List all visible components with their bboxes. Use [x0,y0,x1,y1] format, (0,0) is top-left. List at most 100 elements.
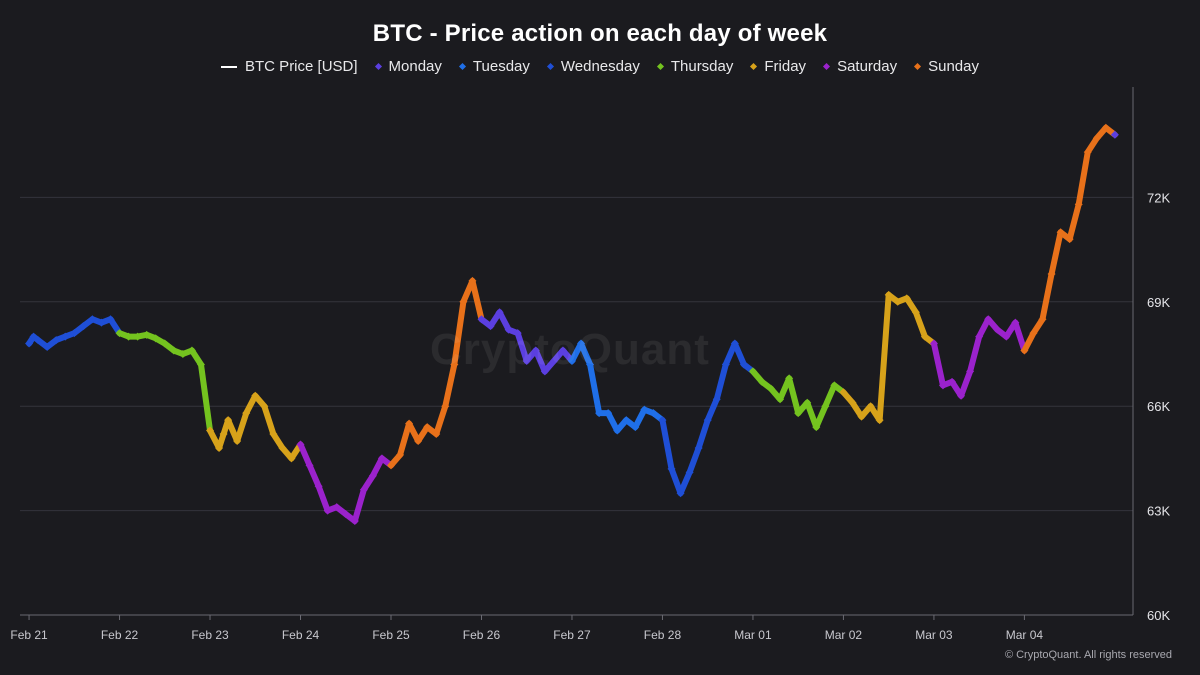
price-point [758,377,766,386]
price-point [178,350,187,358]
price-point [803,398,812,407]
price-segment [1075,149,1091,208]
y-tick-label: 69K [1147,295,1170,310]
price-point [97,318,106,327]
legend-label: Tuesday [472,58,530,75]
price-point [957,391,966,400]
price-point [25,339,34,348]
legend-item-saturday[interactable]: Saturday [823,58,898,75]
price-segment [632,406,648,431]
legend-item-sunday[interactable]: Sunday [914,58,979,75]
price-point [278,443,287,452]
price-segment [197,361,214,434]
price-point [396,450,405,459]
price-segment [731,340,747,368]
price-point [785,374,794,383]
price-point [993,325,1002,334]
price-point [1074,200,1083,209]
price-segment [958,368,974,399]
y-tick-label: 63K [1147,504,1170,519]
price-point [432,430,441,439]
price-point [332,503,341,512]
price-segment [234,410,250,444]
price-point [902,294,911,303]
price-point [377,454,386,463]
copyright-text: © CryptoQuant. All rights reserved [1004,649,1172,661]
price-point [350,517,359,526]
price-segment [1048,229,1064,277]
price-point [405,419,414,428]
legend-item-wednesday[interactable]: Wednesday [546,58,640,75]
legend-label: Saturday [837,58,898,75]
price-point [893,297,902,306]
price-point [169,346,178,355]
price-point [721,360,730,369]
price-point [1092,134,1101,143]
legend-item-monday[interactable]: Monday [374,58,442,75]
price-segment [786,375,802,417]
price-segment [713,361,729,403]
price-point [486,322,495,331]
x-tick-label: Feb 23 [191,628,229,642]
price-point [640,405,649,414]
price-segment [496,309,512,333]
price-point [821,402,830,411]
price-point [287,454,296,463]
price-point [649,409,658,418]
price-segment [930,340,946,389]
price-segment [587,361,603,417]
legend-item-tuesday[interactable]: Tuesday [458,58,530,75]
price-point [1029,329,1038,338]
price-point [29,332,38,341]
legend-item-friday[interactable]: Friday [750,58,806,75]
price-segment [442,361,458,410]
price-segment [677,469,693,497]
price-point [260,402,269,411]
price-segment [813,403,829,431]
price-segment [695,417,711,451]
price-point [577,339,586,348]
price-point [215,443,224,452]
price-point [567,356,576,365]
price-point [196,360,205,369]
price-point [513,329,522,338]
chart-title: BTC - Price action on each day of week [372,20,828,47]
price-point [767,384,776,393]
price-point [269,430,278,439]
price-point [712,395,721,404]
price-point [830,381,839,390]
x-tick-label: Feb 28 [644,628,682,642]
price-point [948,377,957,386]
price-point [558,346,567,355]
price-point [631,423,640,432]
x-tick-label: Feb 27 [553,628,591,642]
price-segment [704,396,720,424]
price-point [314,482,323,491]
price-point [296,440,305,449]
price-point [151,334,160,343]
price-point [115,329,124,338]
diamond-icon [374,62,382,71]
price-point [911,308,920,317]
diamond-icon [656,62,664,71]
price-point [323,506,332,515]
price-segment [1012,319,1028,354]
price-point [1038,315,1047,324]
price-point [233,437,242,445]
x-tick-label: Feb 26 [463,628,501,642]
price-point [219,430,228,439]
price-segment [532,347,548,375]
price-point [1110,130,1119,139]
diamond-icon [823,62,831,71]
price-segment [297,441,313,469]
legend-item-thursday[interactable]: Thursday [656,58,733,75]
price-segment [369,455,385,479]
price-point [142,330,151,339]
price-point [341,510,350,519]
price-point [866,402,875,411]
y-tick-label: 72K [1147,190,1170,205]
price-segment [315,483,331,514]
legend-item-btc-price[interactable]: BTC Price [USD] [221,58,358,75]
